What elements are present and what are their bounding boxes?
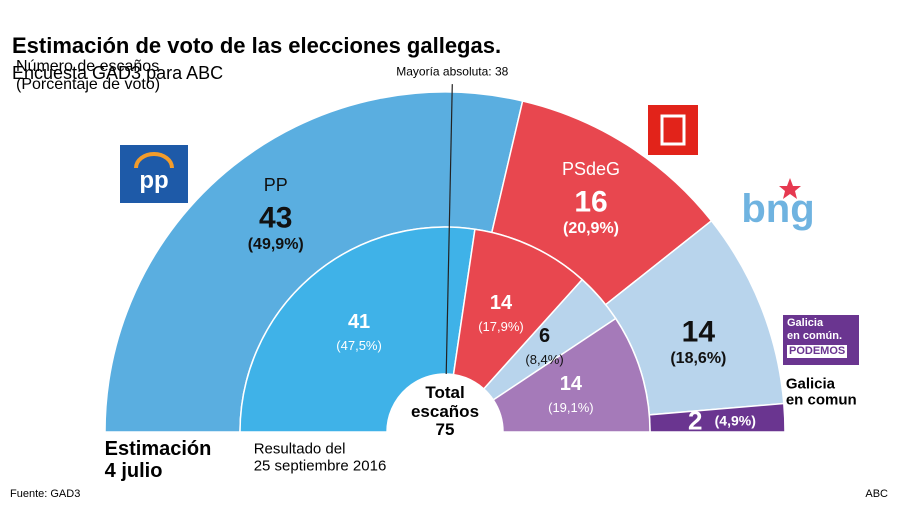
seat-label: 43 (259, 201, 293, 235)
segment (239, 226, 476, 433)
seat-label: 6 (538, 325, 551, 348)
logo-mark (660, 114, 686, 146)
chart-title: Estimación de voto de las elecciones gal… (12, 33, 502, 59)
majority-line (445, 84, 453, 375)
segment (492, 317, 651, 433)
series-name: Resultado del 25 septiembre 2016 (253, 440, 387, 474)
logo-text: Galicia en común. (787, 317, 843, 342)
psoe-logo (648, 105, 698, 155)
logo-star (779, 178, 801, 199)
seat-label: 16 (574, 185, 608, 219)
logo-text: pp (139, 167, 168, 194)
total-label: Total escaños 75 (410, 382, 480, 440)
share-label: (19,1%) (548, 399, 594, 415)
seat-label: 14 (489, 292, 513, 314)
logo-arc (134, 152, 174, 169)
logo-box (648, 105, 698, 155)
logo-text: PODEMOS (787, 345, 848, 358)
share-label: (18,6%) (670, 349, 727, 367)
party-name: PSdeG (561, 159, 621, 180)
seat-label: 14 (559, 372, 582, 395)
seat-label: 2 (688, 405, 703, 436)
share-label: (4,9%) (714, 411, 756, 428)
logo-text: bng (741, 187, 814, 231)
series-name: Estimación 4 julio (104, 438, 212, 482)
note: Número de escaños (Porcentaje de voto) (16, 58, 161, 94)
pp-logo: pp (120, 145, 188, 203)
share-label: (49,9%) (247, 236, 304, 254)
segment (452, 228, 584, 390)
header: Estimación de voto de las elecciones gal… (12, 8, 501, 84)
source: Fuente: GAD3 (10, 488, 81, 500)
share-label: (47,5%) (336, 338, 382, 354)
bng-logo: bng (741, 178, 815, 231)
credit: ABC (865, 488, 888, 500)
seat-label: 14 (681, 315, 716, 349)
chart-subtitle: Encuesta GAD3 para ABC (12, 62, 224, 83)
share-label: (17,9%) (478, 318, 524, 334)
share-label: (8,4%) (525, 351, 564, 367)
party-name: Galicia en comun (785, 375, 857, 409)
majority-label: Mayoría absoluta: 38 (393, 65, 512, 79)
party-name: PP (263, 175, 288, 196)
seat-label: 41 (347, 311, 371, 334)
share-label: (20,9%) (562, 220, 620, 238)
